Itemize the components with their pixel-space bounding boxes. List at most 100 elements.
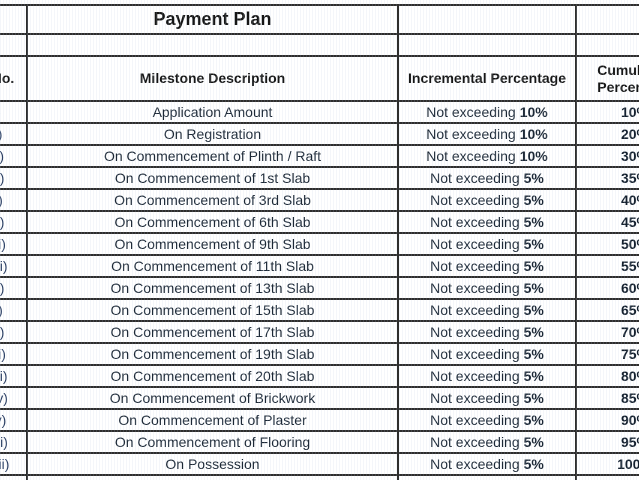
incremental-cell: Not exceeding 5% <box>397 298 577 322</box>
incremental-cell: Not exceeding 5% <box>397 232 577 256</box>
row-serial: x) <box>0 298 28 322</box>
cumulative-cell: 50% <box>575 232 639 256</box>
cumulative-cell: 80% <box>575 364 639 388</box>
column-header-cumulative: Cumulative Percentage <box>575 55 639 102</box>
row-serial: xvii) <box>0 452 28 476</box>
table-row: iii)On Commencement of Plinth / Raft Not … <box>0 144 639 168</box>
column-header-sno: No. <box>0 55 28 102</box>
incremental-prefix: Not exceeding <box>430 345 520 362</box>
milestone-cell: On Commencement of Brickwork <box>26 386 399 410</box>
incremental-cell: Not exceeding 5% <box>397 210 577 234</box>
blank-row <box>0 33 639 57</box>
incremental-cell: Not exceeding 5% <box>397 320 577 344</box>
cumulative-cell: 20% <box>575 122 639 146</box>
incremental-value: 5% <box>523 279 544 296</box>
milestone-cell: On Commencement of 19th Slab <box>26 342 399 366</box>
cumulative-cell: 55% <box>575 254 639 278</box>
payment-plan-table: Payment Plan No. Milestone Description I… <box>0 4 639 480</box>
milestone-cell: On Commencement of Plaster <box>26 408 399 432</box>
incremental-value: 5% <box>523 169 544 186</box>
column-header-incremental: Incremental Percentage <box>397 55 577 102</box>
row-serial: xi) <box>0 320 28 344</box>
title-row-sno-cell <box>0 4 28 35</box>
milestone-cell: Application Amount <box>26 100 399 124</box>
cumulative-cell: 40% <box>575 188 639 212</box>
cumulative-cell: 70% <box>575 320 639 344</box>
title-row: Payment Plan <box>0 4 639 35</box>
cumulative-cell: 35% <box>575 166 639 190</box>
incremental-value: 5% <box>523 323 544 340</box>
row-serial: xvi) <box>0 430 28 454</box>
title-row-incremental-cell <box>397 4 577 35</box>
incremental-cell: Not exceeding 5% <box>397 188 577 212</box>
incremental-prefix: Not exceeding <box>430 279 520 296</box>
table-row: ix)On Commencement of 13th Slab Not excee… <box>0 276 639 300</box>
incremental-cell: Not exceeding 5% <box>397 430 577 454</box>
incremental-prefix: Not exceeding <box>430 301 520 318</box>
milestone-cell: On Commencement of 11th Slab <box>26 254 399 278</box>
incremental-prefix: Not exceeding <box>430 213 520 230</box>
incremental-value: 5% <box>523 389 544 406</box>
incremental-value: 5% <box>523 455 544 472</box>
cut-off-bottom-row <box>0 474 639 480</box>
cumulative-cell: 30% <box>575 144 639 168</box>
incremental-prefix: Not exceeding <box>430 455 520 472</box>
row-serial: vii) <box>0 232 28 256</box>
incremental-cell: Not exceeding 5% <box>397 342 577 366</box>
milestone-cell: On Commencement of 17th Slab <box>26 320 399 344</box>
incremental-value: 10% <box>519 125 548 142</box>
incremental-prefix: Not exceeding <box>430 411 520 428</box>
incremental-cell: Not exceeding 5% <box>397 364 577 388</box>
milestone-cell: On Registration <box>26 122 399 146</box>
incremental-value: 5% <box>523 191 544 208</box>
row-serial: ix) <box>0 276 28 300</box>
cumulative-cell: 45% <box>575 210 639 234</box>
cumulative-cell: 60% <box>575 276 639 300</box>
header-row: No. Milestone Description Incremental Pe… <box>0 55 639 102</box>
incremental-prefix: Not exceeding <box>430 257 520 274</box>
incremental-prefix: Not exceeding <box>430 323 520 340</box>
milestone-cell: On Commencement of 9th Slab <box>26 232 399 256</box>
column-header-milestone: Milestone Description <box>26 55 399 102</box>
cumulative-cell: 90% <box>575 408 639 432</box>
row-serial: vi) <box>0 210 28 234</box>
incremental-value: 5% <box>523 367 544 384</box>
incremental-prefix: Not exceeding <box>426 125 516 142</box>
milestone-cell: On Commencement of Plinth / Raft <box>26 144 399 168</box>
incremental-prefix: Not exceeding <box>430 367 520 384</box>
incremental-prefix: Not exceeding <box>430 235 520 252</box>
incremental-value: 5% <box>523 213 544 230</box>
row-serial: iii) <box>0 144 28 168</box>
incremental-cell: Not exceeding 10% <box>397 100 577 124</box>
incremental-cell: Not exceeding 5% <box>397 452 577 476</box>
milestone-cell: On Commencement of 3rd Slab <box>26 188 399 212</box>
cumulative-cell: 100% <box>575 452 639 476</box>
incremental-prefix: Not exceeding <box>426 147 516 164</box>
incremental-cell: Not exceeding 5% <box>397 386 577 410</box>
incremental-cell: Not exceeding 5% <box>397 166 577 190</box>
incremental-cell: Not exceeding 5% <box>397 408 577 432</box>
row-serial: xiii) <box>0 364 28 388</box>
incremental-value: 5% <box>523 301 544 318</box>
incremental-cell: Not exceeding 10% <box>397 122 577 146</box>
milestone-cell: On Commencement of 20th Slab <box>26 364 399 388</box>
incremental-prefix: Not exceeding <box>430 389 520 406</box>
milestone-cell: On Commencement of 13th Slab <box>26 276 399 300</box>
incremental-value: 5% <box>523 257 544 274</box>
incremental-value: 5% <box>523 411 544 428</box>
cumulative-cell: 10% <box>575 100 639 124</box>
cumulative-cell: 85% <box>575 386 639 410</box>
